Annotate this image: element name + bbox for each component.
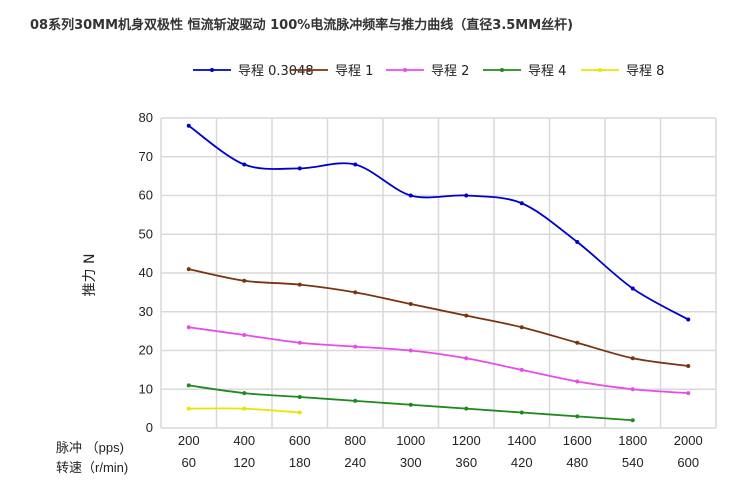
data-point [186, 325, 191, 330]
data-point [519, 325, 524, 330]
data-point [242, 278, 247, 283]
x-tick-label: 200 [178, 433, 200, 448]
data-point [297, 166, 302, 171]
y-tick-label: 40 [139, 265, 153, 280]
x-tick-label-speed: 240 [344, 455, 366, 470]
legend-marker [598, 68, 602, 72]
x-tick-label: 2000 [674, 433, 703, 448]
x-tick-label-speed: 60 [182, 455, 196, 470]
x-tick-label: 1000 [396, 433, 425, 448]
data-point [186, 123, 191, 128]
y-axis-label: 推力 N [82, 254, 98, 297]
data-point [630, 356, 635, 361]
x-tick-label: 1400 [507, 433, 536, 448]
data-point [297, 395, 302, 399]
legend-label: 导程 8 [626, 64, 664, 79]
gridlines [160, 117, 717, 429]
y-tick-label: 20 [139, 343, 153, 358]
legend-marker [403, 68, 407, 72]
data-point [353, 162, 358, 167]
x-axis-label-speed: 转速（r/min) [56, 460, 128, 475]
data-point [686, 364, 691, 368]
data-point [353, 344, 358, 349]
data-point [186, 406, 191, 411]
data-point [186, 383, 191, 388]
data-point [242, 162, 247, 167]
y-tick-label: 80 [139, 110, 153, 125]
x-tick-label: 1800 [618, 433, 647, 448]
data-point [242, 333, 247, 337]
x-tick-label: 1600 [563, 433, 592, 448]
data-point [353, 398, 358, 403]
x-tick-label: 600 [289, 433, 311, 448]
data-point [186, 267, 191, 272]
y-tick-label: 30 [139, 304, 153, 319]
data-point [353, 290, 358, 295]
data-point [630, 418, 635, 423]
y-tick-label: 10 [139, 381, 153, 396]
x-tick-label: 1200 [452, 433, 481, 448]
data-point [242, 406, 247, 411]
legend-marker [307, 68, 311, 72]
series-line-0 [188, 125, 689, 321]
data-point [297, 282, 302, 287]
data-point [575, 340, 580, 345]
data-point [297, 410, 302, 415]
data-point [630, 286, 635, 291]
data-point [408, 302, 413, 306]
data-point [408, 348, 413, 353]
y-tick-label: 70 [139, 149, 153, 164]
data-point [408, 193, 413, 198]
y-tick-labels: 0 10 20 30 40 50 60 70 80 [139, 110, 153, 435]
y-tick-label: 0 [146, 420, 153, 435]
x-tick-label-speed: 420 [511, 455, 533, 470]
data-point [242, 391, 247, 396]
legend-marker [210, 68, 214, 72]
series-lines [186, 123, 691, 423]
legend-label: 导程 4 [528, 64, 566, 79]
x-tick-labels: 200 400 600 800 1000 1200 1400 1600 1800 2000 60 12… [178, 433, 703, 470]
data-point [519, 410, 524, 415]
x-tick-label: 400 [233, 433, 255, 448]
x-tick-label-speed: 300 [400, 455, 422, 470]
legend-marker [500, 68, 504, 72]
data-point [686, 317, 691, 322]
data-point [575, 240, 580, 244]
data-point [297, 340, 302, 345]
x-tick-label-speed: 360 [455, 455, 477, 470]
data-point [575, 414, 580, 419]
series-line-2 [188, 326, 689, 395]
x-tick-label-speed: 600 [677, 455, 699, 470]
x-tick-label-speed: 180 [289, 455, 311, 470]
data-point [464, 406, 469, 411]
data-point [464, 313, 469, 318]
data-point [575, 379, 580, 384]
data-point [519, 201, 524, 206]
legend-label: 导程 2 [431, 64, 469, 79]
x-tick-label-speed: 540 [622, 455, 644, 470]
x-tick-label: 800 [344, 433, 366, 448]
data-point [519, 367, 524, 372]
data-point [464, 356, 469, 361]
legend-label: 导程 1 [335, 64, 373, 79]
series-line-1 [188, 268, 689, 367]
data-point [686, 391, 691, 396]
data-point [408, 402, 413, 407]
x-tick-label-speed: 480 [566, 455, 588, 470]
x-axis-label-pulse: 脉冲 （pps) [56, 440, 124, 455]
data-point [464, 193, 469, 198]
legend: 导程 0.3048 导程 1 导程 2 导程 4 导程 8 [193, 64, 664, 79]
y-tick-label: 60 [139, 188, 153, 203]
y-tick-label: 50 [139, 226, 153, 241]
data-point [630, 387, 635, 392]
legend-label: 导程 0.3048 [238, 64, 314, 79]
chart-title: 08系列30MM机身双极性 恒流斩波驱动 100%电流脉冲频率与推力曲线（直径3… [30, 18, 574, 33]
x-tick-label-speed: 120 [233, 455, 255, 470]
